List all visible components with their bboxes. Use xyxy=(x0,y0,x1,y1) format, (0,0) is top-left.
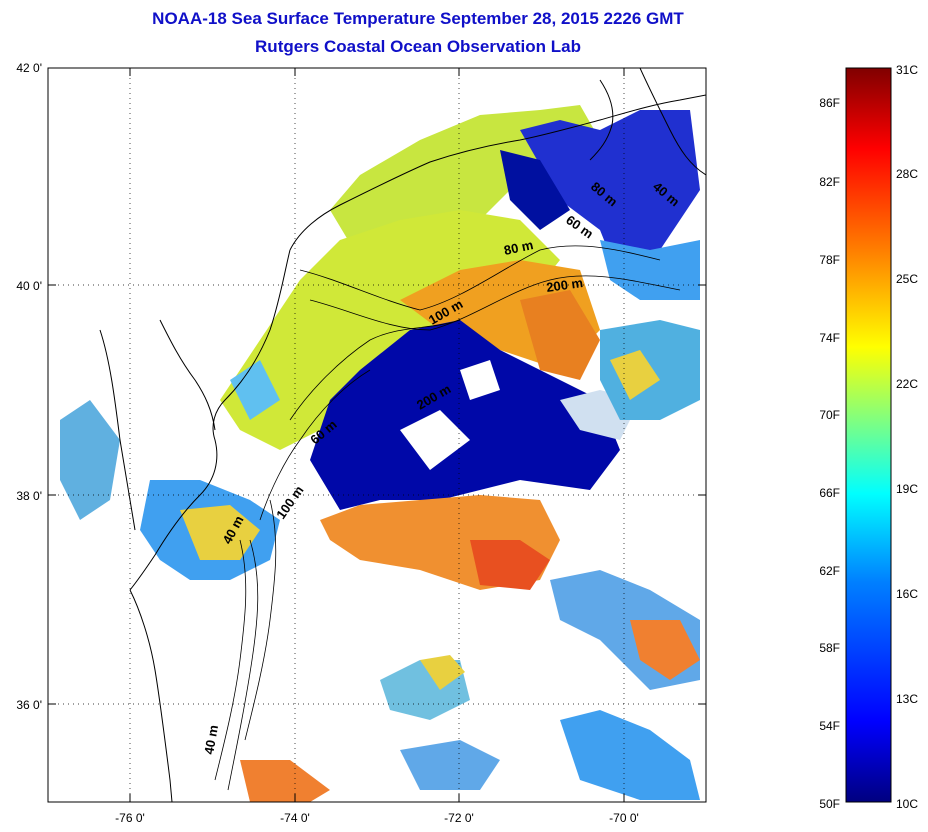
sst-patch xyxy=(610,350,660,400)
coastline xyxy=(99,68,706,802)
map-subtitle: Rutgers Coastal Ocean Observation Lab xyxy=(255,37,581,56)
map-ticks xyxy=(48,67,706,802)
map-frame xyxy=(47,67,707,803)
sst-patch xyxy=(400,740,500,790)
sst-patch xyxy=(60,400,120,520)
sst-patch xyxy=(470,540,550,590)
sst-patch xyxy=(520,110,700,280)
sst-patch xyxy=(240,760,330,802)
sst-patch xyxy=(500,150,570,230)
colorbar-f-label: 70F xyxy=(819,408,840,422)
depth-label: 40 m xyxy=(201,724,221,756)
depth-label: 100 m xyxy=(273,483,306,522)
colorbar-c-label: 16C xyxy=(896,587,918,601)
colorbar-f-label: 58F xyxy=(819,641,840,655)
depth-label: 200 m xyxy=(545,275,584,295)
sst-patch xyxy=(560,710,700,800)
sst-patch xyxy=(230,360,280,420)
colorbar-f-label: 74F xyxy=(819,331,840,345)
colorbar-f-label: 54F xyxy=(819,719,840,733)
depth-contours xyxy=(214,245,681,791)
colorbar-f-labels: 86F 82F 78F 74F 70F 66F 62F 58F 54F 50F xyxy=(819,96,840,811)
sst-patch xyxy=(630,620,700,680)
sst-patch xyxy=(310,320,620,510)
lat-label: 38 0' xyxy=(16,489,42,503)
colorbar-c-label: 25C xyxy=(896,272,918,286)
colorbar-f-label: 82F xyxy=(819,175,840,189)
lat-label: 40 0' xyxy=(16,279,42,293)
sst-patch xyxy=(400,410,470,470)
sst-field xyxy=(60,105,700,802)
sst-patch xyxy=(520,290,600,380)
lon-label: -70 0' xyxy=(609,811,639,825)
depth-label: 80 m xyxy=(503,237,535,258)
lon-label: -76 0' xyxy=(115,811,145,825)
sst-patch xyxy=(180,505,260,560)
colorbar-f-label: 66F xyxy=(819,486,840,500)
lon-label: -72 0' xyxy=(444,811,474,825)
lon-label: -74 0' xyxy=(280,811,310,825)
sst-patch xyxy=(600,240,700,300)
sst-patch xyxy=(420,655,465,690)
colorbar-f-label: 86F xyxy=(819,96,840,110)
colorbar-c-label: 22C xyxy=(896,377,918,391)
lat-label: 42 0' xyxy=(16,61,42,75)
colorbar-c-label: 28C xyxy=(896,167,918,181)
sst-patch xyxy=(460,360,500,400)
lat-label: 36 0' xyxy=(16,698,42,712)
map-title: NOAA-18 Sea Surface Temperature Septembe… xyxy=(152,9,684,28)
colorbar-c-label: 19C xyxy=(896,482,918,496)
colorbar-c-label: 10C xyxy=(896,797,918,811)
colorbar-f-label: 78F xyxy=(819,253,840,267)
colorbar-c-label: 31C xyxy=(896,63,918,77)
colorbar-f-label: 50F xyxy=(819,797,840,811)
colorbar-f-label: 62F xyxy=(819,564,840,578)
colorbar xyxy=(845,67,892,803)
colorbar-c-labels: 31C 28C 25C 22C 19C 16C 13C 10C xyxy=(896,63,918,811)
colorbar-c-label: 13C xyxy=(896,692,918,706)
